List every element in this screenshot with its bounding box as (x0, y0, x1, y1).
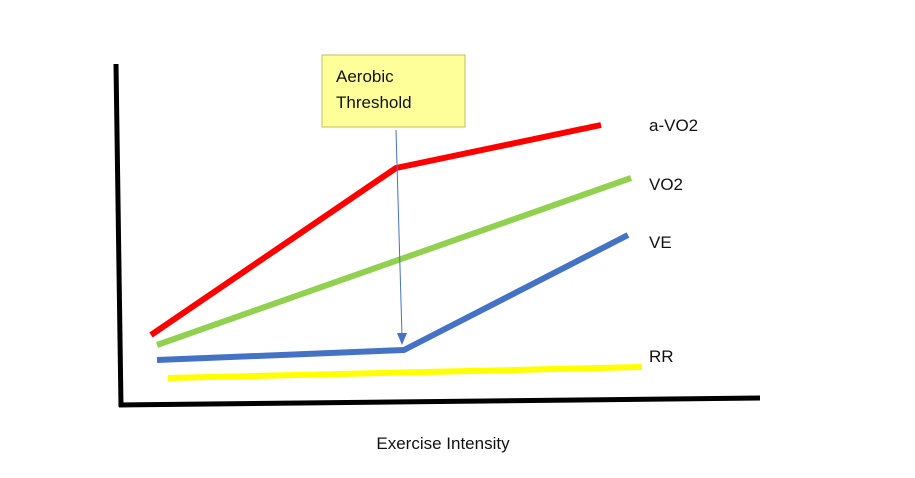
series-line-avo2 (149, 122, 602, 338)
series-line-ve (156, 232, 630, 363)
x-axis (118, 395, 761, 408)
series-line-rr (167, 364, 643, 381)
series-line-vo2 (156, 175, 632, 348)
x-axis-label: Exercise Intensity (376, 434, 510, 453)
series-label-ve: VE (649, 233, 672, 252)
threshold-callout-line2: Threshold (336, 93, 412, 112)
threshold-callout-line1: Aerobic (336, 67, 394, 86)
threshold-arrow-head (397, 333, 407, 345)
series-label-rr: RR (649, 347, 674, 366)
threshold-callout-box (321, 54, 466, 128)
series-label-vo2: VO2 (649, 175, 683, 194)
threshold-arrow-line (395, 129, 403, 337)
y-axis (113, 63, 124, 408)
series-label-avo2: a-VO2 (649, 116, 698, 135)
